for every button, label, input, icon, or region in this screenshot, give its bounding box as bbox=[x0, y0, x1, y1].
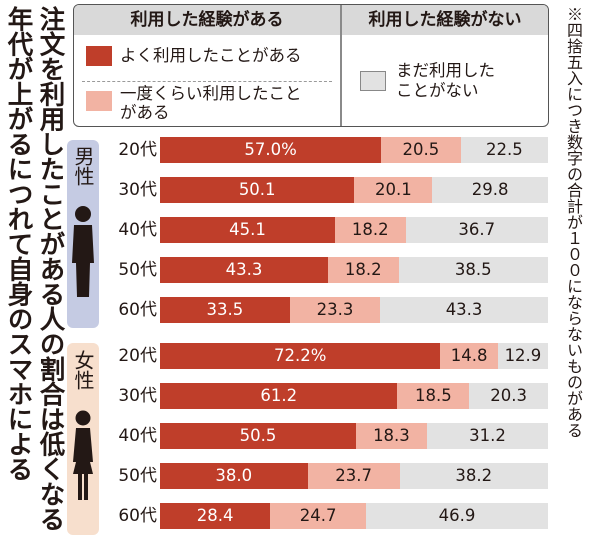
data-label-once: 14.8 bbox=[450, 346, 488, 365]
data-label-never: 43.3 bbox=[445, 300, 483, 319]
data-label-often: 50.1 bbox=[238, 180, 276, 199]
data-label-often: 38.0 bbox=[215, 466, 253, 485]
legend-label-often: よく利用したことがある bbox=[120, 46, 302, 65]
legend: 利用した経験がある 利用した経験がない よく利用したことがある 一度くらい利用し… bbox=[73, 4, 549, 127]
female-group-label: 女性 bbox=[71, 350, 95, 390]
age-label: 30代 bbox=[118, 386, 157, 406]
data-label-never: 36.7 bbox=[458, 220, 496, 239]
data-label-often: 43.3 bbox=[225, 260, 263, 279]
man-figure-icon bbox=[72, 206, 94, 297]
bar-segment-once bbox=[354, 177, 433, 203]
male-group-label: 男性 bbox=[71, 146, 95, 186]
data-label-once: 20.1 bbox=[374, 180, 412, 199]
data-label-never: 29.8 bbox=[471, 180, 509, 199]
data-label-once: 18.2 bbox=[351, 220, 389, 239]
data-label-never: 20.3 bbox=[490, 386, 527, 405]
bar-segment-never bbox=[380, 297, 548, 323]
legend-label-once-line-1: 一度くらい利用したこと bbox=[120, 84, 302, 103]
legend-swatch-often bbox=[86, 46, 112, 66]
age-label: 40代 bbox=[118, 220, 157, 240]
bar-segment-once bbox=[440, 343, 498, 369]
legend-swatch-once bbox=[86, 91, 112, 111]
legend-dashed-divider bbox=[82, 81, 332, 82]
bar-segment-often bbox=[160, 217, 335, 243]
bar-segment-often bbox=[160, 463, 308, 489]
legend-header-used: 利用した経験がある bbox=[74, 5, 340, 35]
data-label-often: 45.1 bbox=[229, 220, 266, 239]
bar-segment-often bbox=[160, 177, 355, 203]
bar-segment-once bbox=[381, 137, 461, 163]
bar-segment-once bbox=[328, 257, 399, 283]
data-label-once: 20.5 bbox=[402, 140, 440, 159]
data-label-often: 33.5 bbox=[206, 300, 244, 319]
bar-segment-never bbox=[460, 137, 548, 163]
woman-figure-icon bbox=[73, 410, 93, 500]
data-label-often: 28.4 bbox=[196, 506, 234, 525]
age-label: 50代 bbox=[118, 260, 157, 280]
data-label-never: 12.9 bbox=[504, 346, 542, 365]
data-label-never: 22.5 bbox=[485, 140, 523, 159]
data-label-once: 18.2 bbox=[344, 260, 382, 279]
bar-segment-never bbox=[469, 383, 548, 409]
legend-header-unused: 利用した経験がない bbox=[342, 5, 548, 35]
data-label-never: 38.5 bbox=[454, 260, 492, 279]
chart-title-line-1: 年代が上がるにつれて自身のスマホによる bbox=[3, 6, 33, 481]
legend-label-never-line-1: まだ利用した bbox=[396, 61, 495, 80]
bar-segment-never bbox=[426, 423, 548, 449]
age-label: 20代 bbox=[118, 346, 157, 366]
bar-segment-once bbox=[397, 383, 470, 409]
legend-label-once-line-2: がある bbox=[120, 103, 170, 122]
age-label: 60代 bbox=[118, 506, 157, 526]
bar-segment-often bbox=[160, 423, 356, 449]
data-label-once: 18.5 bbox=[414, 386, 452, 405]
data-label-never: 46.9 bbox=[438, 506, 476, 525]
legend-divider bbox=[340, 5, 342, 126]
rounding-note: ※四捨五入につき数字の合計が１００にならないものがある bbox=[564, 6, 583, 438]
legend-swatch-never bbox=[360, 71, 386, 91]
data-label-often: 57.0% bbox=[244, 140, 297, 159]
data-label-never: 31.2 bbox=[469, 426, 506, 445]
bar-segment-never bbox=[399, 463, 548, 489]
bar-segment-often bbox=[160, 343, 441, 369]
data-label-once: 18.3 bbox=[373, 426, 410, 445]
data-label-once: 23.3 bbox=[316, 300, 354, 319]
bar-segment-never bbox=[398, 257, 548, 283]
bar-segment-often bbox=[160, 137, 382, 163]
bar-segment-never bbox=[497, 343, 548, 369]
bar-segment-never bbox=[405, 217, 548, 243]
bar-segment-never bbox=[366, 503, 548, 529]
age-label: 60代 bbox=[118, 300, 157, 320]
data-label-often: 72.2% bbox=[273, 346, 327, 365]
bar-segment-once bbox=[334, 217, 406, 243]
bar-segment-once bbox=[270, 503, 367, 529]
legend-label-never-line-2: ことがない bbox=[396, 81, 479, 100]
bar-segment-once bbox=[355, 423, 427, 449]
chart-title-line-2: 注文を利用したことがある人の割合は低くなる bbox=[35, 6, 65, 531]
data-label-never: 38.2 bbox=[455, 466, 493, 485]
age-label: 40代 bbox=[118, 426, 157, 446]
data-label-often: 50.5 bbox=[239, 426, 277, 445]
bar-segment-once bbox=[289, 297, 381, 323]
bar-segment-once bbox=[307, 463, 400, 489]
data-label-once: 23.7 bbox=[335, 466, 372, 485]
bar-segment-often bbox=[160, 297, 290, 323]
data-label-often: 61.2 bbox=[260, 386, 298, 405]
data-label-once: 24.7 bbox=[299, 506, 337, 525]
age-label: 30代 bbox=[118, 180, 157, 200]
age-label: 20代 bbox=[118, 140, 157, 160]
age-label: 50代 bbox=[118, 466, 157, 486]
bar-segment-never bbox=[432, 177, 548, 203]
bar-segment-often bbox=[160, 503, 271, 529]
bar-segment-often bbox=[160, 383, 398, 409]
bar-segment-often bbox=[160, 257, 328, 283]
